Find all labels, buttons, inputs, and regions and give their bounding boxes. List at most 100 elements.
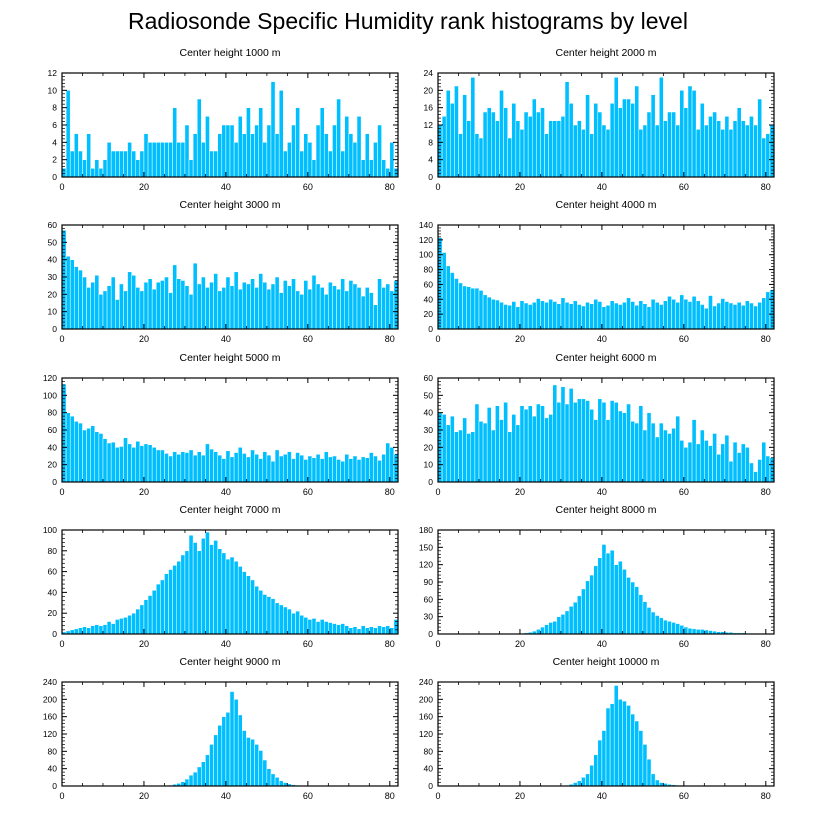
histogram-bar [605,552,611,635]
histogram-bar [176,278,182,330]
histogram-bar [753,124,758,178]
histogram-bar [765,455,771,483]
histogram-bar [377,124,382,178]
histogram-bar [258,273,264,330]
histogram-bar [389,290,395,330]
histogram-bar [605,419,611,483]
histogram-bar [86,428,91,483]
histogram-bar [266,768,272,787]
histogram-bar [540,300,545,330]
histogram-bar [626,403,631,483]
histogram-bar [217,290,223,330]
histogram-bar [184,452,190,483]
histogram-bar [278,780,284,787]
y-tick-label: 24 [424,68,434,78]
histogram-bar [336,624,341,635]
histogram-bar [589,408,594,483]
histogram-bar [667,621,672,635]
histogram-bar [650,299,656,330]
histogram-bar [663,120,668,178]
histogram-bar [687,85,693,178]
y-tick-label: 200 [419,694,433,704]
histogram-bar [69,415,75,483]
histogram-bar [581,129,586,178]
y-tick-label: 140 [419,220,433,230]
histogram-bar [761,441,767,483]
x-tick-label: 0 [435,791,440,801]
histogram-bar [180,781,186,787]
histogram-bar [663,619,668,635]
x-tick-label: 60 [679,182,689,192]
histogram-bar [593,565,599,635]
histogram-bar [613,402,619,483]
histogram-bar [266,454,272,483]
histogram-bar [638,594,644,635]
y-tick-label: 20 [48,460,58,470]
histogram-bar [650,422,656,483]
x-tick-label: 80 [385,639,395,649]
histogram-panel: 0 20 40 60 80 0 20 40 60 80 100 Center height 7000 … [43,504,399,649]
histogram-bar [225,558,231,635]
histogram-bar [560,386,566,483]
histogram-bar [262,594,268,635]
histogram-bar [115,150,120,178]
x-tick-label: 60 [679,487,689,497]
histogram-bar [474,133,480,178]
histogram-bar [287,285,292,330]
histogram-bar [736,107,742,178]
histogram-bar [458,282,463,330]
histogram-bar [381,626,386,635]
histogram-bar [695,129,701,178]
histogram-bar [373,627,378,635]
histogram-bar [381,287,386,330]
histogram-bar [646,607,652,635]
histogram-bar [65,255,71,330]
histogram-bar [229,124,235,178]
x-tick-label: 0 [59,487,64,497]
histogram-bar [151,288,157,330]
y-tick-label: 10 [48,307,58,317]
y-tick-label: 100 [43,525,57,535]
histogram-bar [213,451,218,483]
histogram-bar [377,460,382,483]
histogram-bar [147,444,153,483]
histogram-bar [356,628,362,635]
histogram-bar [348,627,354,635]
histogram-bar [319,107,325,178]
histogram-bar [225,124,231,178]
histogram-bar [597,301,603,330]
histogram-bar [585,94,590,178]
histogram-bar [143,133,149,178]
histogram-bar [295,452,300,483]
histogram-bar [622,302,627,330]
histogram-bar [209,150,214,178]
histogram-bar [270,81,276,178]
histogram-bar [221,287,227,330]
histogram-bar [135,441,141,483]
histogram-bar [544,624,549,635]
histogram-bar [638,405,644,483]
histogram-bar [466,286,472,330]
histogram-bar [745,300,750,330]
histogram-panel: 0 20 40 60 80 0 40 80 120 160 200 240 Center height … [419,656,775,801]
histogram-bar [369,159,374,178]
histogram-bar [540,626,545,635]
histogram-bar [385,283,391,330]
histogram-bar [205,531,210,635]
y-tick-label: 50 [48,237,58,247]
plot-frame [437,224,775,330]
histogram-bar [749,462,754,483]
histogram-bar [291,612,296,635]
histogram-bar [164,276,169,330]
histogram-bar [683,299,689,330]
histogram-bar [740,304,746,330]
histogram-bar [757,98,762,178]
histogram-bar [168,292,173,330]
histogram-bar [188,774,194,787]
histogram-bar [691,296,697,330]
histogram-bar [229,456,235,483]
histogram-bar [581,398,586,483]
histogram-bar [486,107,492,178]
histogram-bar [336,288,341,330]
histogram-bar [295,107,300,178]
